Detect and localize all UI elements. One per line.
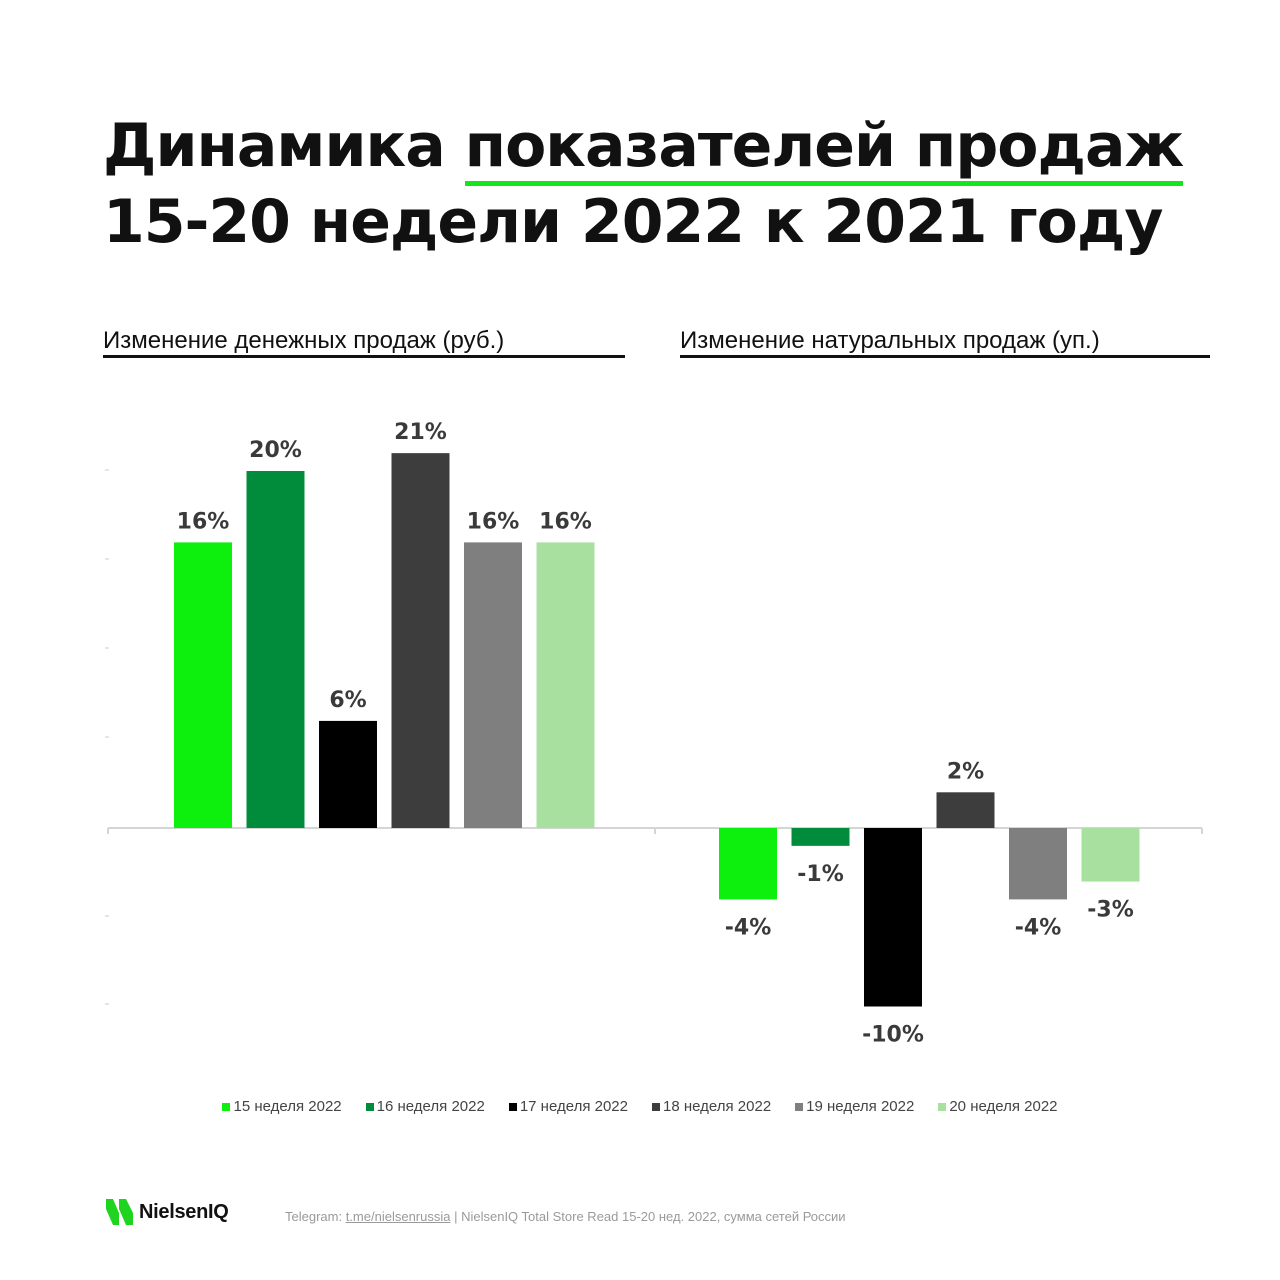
legend-item: 17 неделя 2022 — [508, 1098, 628, 1115]
legend-label: 19 неделя 2022 — [806, 1098, 915, 1115]
bar — [391, 453, 450, 828]
title-prefix: Динамика — [103, 111, 465, 181]
logo-text: NielsenIQ — [139, 1200, 229, 1223]
footer: NielsenIQ Telegram: t.me/nielsenrussia |… — [105, 1195, 1225, 1235]
bar — [464, 542, 522, 828]
bar-value-label: -1% — [797, 862, 843, 887]
bar — [174, 542, 232, 828]
bar-value-label: 16% — [177, 509, 230, 534]
legend-label: 16 неделя 2022 — [376, 1098, 485, 1115]
subtitle-rule-right — [680, 355, 1210, 358]
bar — [536, 542, 595, 828]
bar-value-label: -3% — [1087, 898, 1133, 923]
bar-value-label: 16% — [467, 509, 520, 534]
nielseniq-logo: NielsenIQ — [105, 1197, 229, 1227]
legend-swatch — [222, 1102, 231, 1111]
bar — [246, 471, 305, 828]
legend-swatch — [508, 1102, 517, 1111]
legend-label: 15 неделя 2022 — [233, 1098, 342, 1115]
bar-value-label: 20% — [249, 438, 302, 463]
bar — [1081, 828, 1140, 882]
subtitle-money-sales: Изменение денежных продаж (руб.) — [103, 327, 505, 354]
telegram-prefix: Telegram: — [285, 1209, 346, 1224]
title-line-2: 15-20 недели 2022 к 2021 году — [103, 187, 1163, 257]
legend-swatch — [795, 1102, 804, 1111]
bar-value-label: 21% — [394, 420, 447, 445]
bar — [864, 828, 922, 1007]
bar — [791, 828, 850, 846]
bar-value-label: -4% — [725, 915, 771, 940]
page-title: Динамика показателей продаж 15-20 недели… — [103, 108, 1223, 260]
legend-swatch — [652, 1102, 660, 1111]
subtitle-rule-left — [103, 355, 625, 358]
bar — [719, 828, 777, 900]
legend-item: 16 неделя 2022 — [365, 1098, 485, 1115]
bar — [936, 792, 995, 828]
bar — [319, 720, 377, 828]
bar-value-label: 16% — [539, 509, 592, 534]
telegram-link[interactable]: t.me/nielsenrussia — [345, 1209, 451, 1224]
legend-item: 20 неделя 2022 — [938, 1098, 1058, 1115]
nielseniq-logo-icon — [106, 1199, 133, 1225]
source-text: NielsenIQ Total Store Read 15-20 нед. 20… — [461, 1209, 846, 1224]
title-highlight: показателей продаж — [464, 111, 1184, 186]
bar-charts: 16% 20% 6% 21% 16% 16% -4% -1% -10% 2% -4% -3% — [105, 420, 1203, 1048]
legend-item: 19 неделя 2022 — [795, 1098, 914, 1115]
title-line-1: Динамика показателей продаж — [103, 108, 1223, 186]
legend-label: 17 неделя 2022 — [519, 1098, 628, 1115]
chart-legend: 15 неделя 2022 16 неделя 2022 17 неделя … — [0, 1098, 1280, 1115]
legend-label: 18 неделя 2022 — [663, 1098, 772, 1115]
legend-swatch — [365, 1102, 374, 1111]
bar-value-label: 6% — [329, 688, 366, 713]
bar-value-label: 2% — [947, 759, 984, 784]
legend-item: 18 неделя 2022 — [652, 1098, 771, 1115]
subtitle-unit-sales: Изменение натуральных продаж (уп.) — [680, 327, 1100, 354]
legend-label: 20 неделя 2022 — [949, 1098, 1058, 1115]
legend-item: 15 неделя 2022 — [222, 1098, 342, 1115]
footnote-separator: | — [450, 1209, 462, 1224]
bar-value-label: -4% — [1015, 915, 1061, 940]
source-footnote: Telegram: t.me/nielsenrussia | NielsenIQ… — [285, 1209, 846, 1224]
bar — [1009, 828, 1067, 900]
bar-value-label: -10% — [862, 1023, 924, 1048]
legend-swatch — [938, 1102, 947, 1111]
